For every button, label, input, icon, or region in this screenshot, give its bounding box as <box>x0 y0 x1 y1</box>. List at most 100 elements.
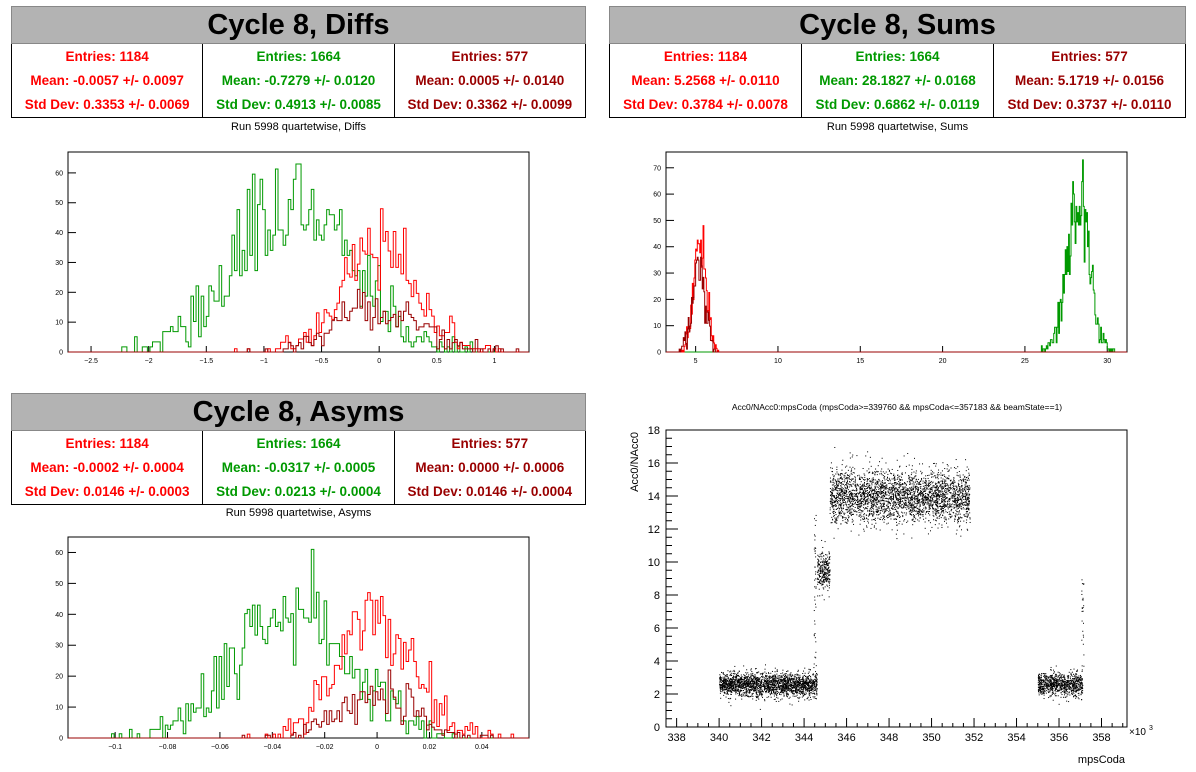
scatter-point <box>859 505 861 507</box>
scatter-point <box>820 572 822 574</box>
scatter-point <box>856 487 858 489</box>
scatter-point <box>786 677 788 679</box>
scatter-point <box>961 495 963 497</box>
scatter-point <box>886 498 888 500</box>
scatter-point <box>962 496 964 498</box>
scatter-point <box>827 580 829 582</box>
scatter-point <box>818 569 820 571</box>
scatter-point <box>723 678 725 680</box>
scatter-point <box>803 693 805 695</box>
scatter-point <box>801 692 803 694</box>
x-tick-label: 15 <box>856 358 864 365</box>
scatter-point <box>839 497 841 499</box>
scatter-point <box>966 466 968 468</box>
scatter-point <box>963 490 965 492</box>
scatter-point <box>866 518 868 520</box>
scatter-point <box>832 505 834 507</box>
scatter-point <box>846 521 848 523</box>
scatter-point <box>855 493 857 495</box>
scatter-point <box>920 501 922 503</box>
scatter-point <box>949 480 951 482</box>
scatter-point <box>748 696 750 698</box>
scatter-point <box>815 676 817 678</box>
scatter-point <box>837 481 839 483</box>
scatter-point <box>809 681 811 683</box>
scatter-point <box>734 684 736 686</box>
scatter-point <box>743 665 745 667</box>
scatter-point <box>900 504 902 506</box>
scatter-point <box>746 681 748 683</box>
scatter-point <box>800 689 802 691</box>
scatter-point <box>937 475 939 477</box>
scatter-point <box>866 484 868 486</box>
scatter-point <box>749 689 751 691</box>
scatter-point <box>769 682 771 684</box>
scatter-point <box>827 556 829 558</box>
scatter-point <box>908 490 910 492</box>
scatter-point <box>935 504 937 506</box>
scatter-point <box>762 686 764 688</box>
scatter-point <box>820 558 822 560</box>
scatter-point <box>768 691 770 693</box>
scatter-point <box>763 688 765 690</box>
x-axis-label: mpsCoda <box>1078 754 1126 766</box>
scatter-point <box>872 501 874 503</box>
scatter-point <box>791 689 793 691</box>
scatter-point <box>759 673 761 675</box>
scatter-point <box>825 564 827 566</box>
scatter-point <box>888 488 890 490</box>
scatter-point <box>766 684 768 686</box>
scatter-point <box>862 510 864 512</box>
scatter-point <box>866 507 868 509</box>
scatter-point <box>808 671 810 673</box>
scatter-point <box>936 484 938 486</box>
scatter-point <box>871 482 873 484</box>
scatter-point <box>744 676 746 678</box>
scatter-point <box>894 508 896 510</box>
x-tick-label: 346 <box>837 732 855 744</box>
scatter-point <box>809 686 811 688</box>
scatter-point <box>921 514 923 516</box>
scatter-point <box>859 476 861 478</box>
scatter-point <box>898 503 900 505</box>
scatter-point <box>758 698 760 700</box>
scatter-point <box>915 485 917 487</box>
scatter-point <box>934 512 936 514</box>
scatter-point <box>952 500 954 502</box>
scatter-point <box>912 497 914 499</box>
scatter-point <box>947 526 949 528</box>
scatter-point <box>856 495 858 497</box>
x-tick-label: 0.04 <box>475 744 489 751</box>
scatter-point <box>830 480 832 482</box>
scatter-point <box>870 465 872 467</box>
scatter-point <box>906 494 908 496</box>
scatter-point <box>938 494 940 496</box>
scatter-point <box>920 513 922 515</box>
scatter-point <box>954 492 956 494</box>
scatter-point <box>807 687 809 689</box>
scatter-point <box>904 482 906 484</box>
stat-mean: Mean: -0.0317 +/- 0.0005 <box>221 459 376 475</box>
scatter-point <box>901 511 903 513</box>
scatter-point <box>727 698 729 700</box>
scatter-point <box>830 502 832 504</box>
scatter-point <box>959 486 961 488</box>
scatter-point <box>872 489 874 491</box>
scatter-point <box>831 505 833 507</box>
scatter-point <box>894 501 896 503</box>
scatter-point <box>965 490 967 492</box>
scatter-point <box>909 505 911 507</box>
scatter-point <box>769 677 771 679</box>
scatter-point <box>757 691 759 693</box>
scatter-point <box>851 496 853 498</box>
scatter-point <box>921 495 923 497</box>
scatter-point <box>874 519 876 521</box>
scatter-point <box>928 466 930 468</box>
scatter-point <box>822 563 824 565</box>
scatter-point <box>967 485 969 487</box>
scatter-point <box>809 687 811 689</box>
scatter-point <box>887 501 889 503</box>
scatter-point <box>745 682 747 684</box>
scatter-point <box>720 684 722 686</box>
scatter-point <box>889 496 891 498</box>
